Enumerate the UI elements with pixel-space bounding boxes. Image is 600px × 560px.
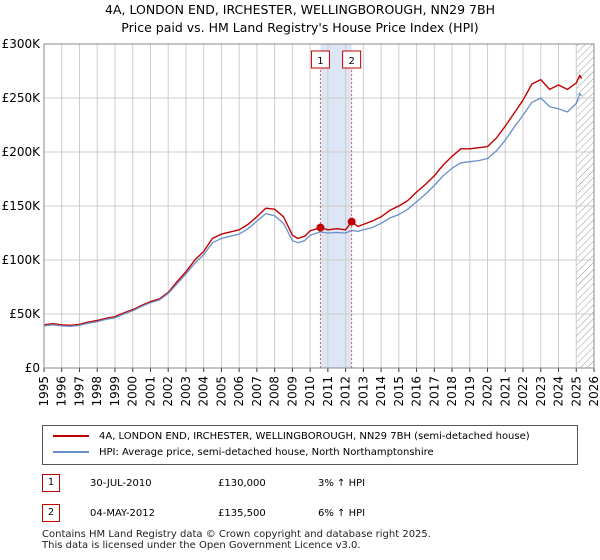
y-tick-label: £50K (9, 307, 41, 321)
x-tick-label: 1995 (37, 376, 51, 407)
x-tick-label: 2011 (321, 376, 335, 407)
x-tick-label: 2007 (250, 376, 264, 407)
sale-marker-box (342, 50, 362, 69)
transaction-price: £130,000 (218, 478, 266, 489)
x-tick-label: 1997 (72, 376, 86, 407)
chart-legend: 4A, LONDON END, IRCHESTER, WELLINGBOROUG… (42, 425, 578, 465)
x-tick-label: 2023 (534, 376, 548, 407)
x-tick-label: 2012 (339, 376, 353, 407)
legend-swatch-property (53, 435, 89, 437)
x-tick-label: 2026 (587, 376, 600, 407)
y-tick-label: £0 (25, 361, 40, 375)
x-tick-label: 2014 (374, 376, 388, 407)
x-tick-label: 2022 (516, 376, 530, 407)
y-tick-label: £200K (2, 145, 42, 159)
transaction-number: 1 (42, 474, 60, 492)
y-tick-label: £250K (2, 91, 42, 105)
chart-subtitle: Price paid vs. HM Land Registry's House … (121, 20, 479, 35)
plot-frame (43, 43, 595, 369)
x-tick-label: 2009 (285, 376, 299, 407)
x-tick-label: 2003 (179, 376, 193, 407)
x-tick-label: 2016 (410, 376, 424, 407)
transaction-hpi-change: 6% ↑ HPI (318, 508, 366, 519)
legend-label-hpi: HPI: Average price, semi-detached house,… (99, 447, 434, 458)
footer-notice: Contains HM Land Registry data © Crown c… (42, 529, 431, 551)
sale-marker-box (310, 50, 330, 69)
y-tick-label: £150K (2, 199, 42, 213)
legend-item-hpi: HPI: Average price, semi-detached house,… (53, 445, 434, 461)
y-tick-label: £300K (2, 37, 42, 51)
x-tick-label: 2000 (126, 376, 140, 407)
footer-copyright: Contains HM Land Registry data © Crown c… (42, 529, 431, 540)
x-tick-label: 2024 (552, 376, 566, 407)
x-tick-label: 2018 (445, 376, 459, 407)
legend-label-property: 4A, LONDON END, IRCHESTER, WELLINGBOROUG… (99, 431, 530, 442)
transaction-hpi-change: 3% ↑ HPI (318, 478, 366, 489)
x-tick-label: 2019 (463, 376, 477, 407)
x-tick-label: 2006 (232, 376, 246, 407)
x-tick-label: 2002 (161, 376, 175, 407)
legend-item-property: 4A, LONDON END, IRCHESTER, WELLINGBOROUG… (53, 429, 530, 445)
transaction-date: 30-JUL-2010 (90, 478, 152, 489)
series-line-hpi (43, 93, 583, 328)
sale-marker-label: 1 (317, 56, 323, 67)
transaction-price: £135,500 (218, 508, 266, 519)
x-tick-label: 2020 (481, 376, 495, 407)
x-tick-label: 2010 (303, 376, 317, 407)
transaction-number: 2 (42, 504, 60, 522)
sale-point (347, 217, 356, 226)
x-tick-label: 2025 (569, 376, 583, 407)
sale-marker-label: 2 (348, 56, 354, 67)
x-tick-label: 2005 (214, 376, 228, 407)
series-line-property (43, 74, 583, 326)
price-chart: 1 2 £0 £50K £100K £150K £200K £250K £300K 1995 19… (2, 37, 600, 407)
x-tick-label: 2004 (197, 376, 211, 407)
transaction-date: 04-MAY-2012 (90, 508, 156, 519)
x-tick-label: 2015 (392, 376, 406, 407)
x-tick-label: 2008 (268, 376, 282, 407)
x-tick-label: 1998 (90, 376, 104, 407)
x-tick-label: 2013 (356, 376, 370, 407)
legend-swatch-hpi (53, 451, 89, 453)
x-tick-label: 2017 (427, 376, 441, 407)
y-tick-label: £100K (2, 253, 42, 267)
sale-point (316, 223, 325, 232)
footer-licence: This data is licensed under the Open Gov… (42, 540, 361, 551)
x-tick-label: 2001 (143, 376, 157, 407)
x-tick-label: 2021 (498, 376, 512, 407)
x-tick-label: 1999 (108, 376, 122, 407)
x-tick-label: 1996 (55, 376, 69, 407)
chart-title: 4A, LONDON END, IRCHESTER, WELLINGBOROUG… (105, 2, 495, 17)
